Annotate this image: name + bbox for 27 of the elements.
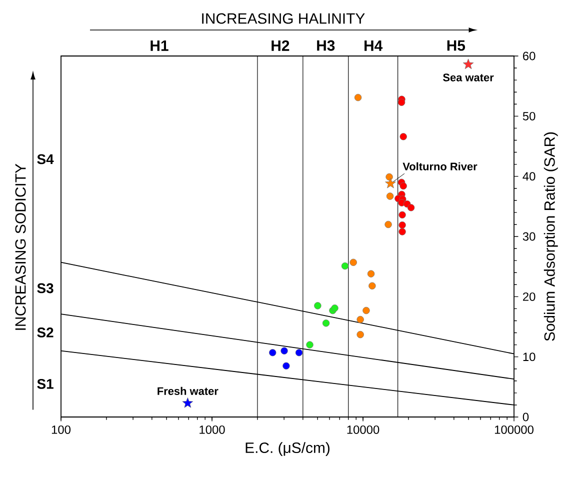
text: S1 <box>37 378 54 389</box>
text: H5 <box>447 40 466 51</box>
y-tick-label: 10 <box>523 352 536 362</box>
text: S3 <box>37 283 54 294</box>
y-axis-title: Sodium Adsorption Ratio (SAR) <box>544 132 558 341</box>
text: H4 <box>364 40 383 51</box>
x-axis-title: E.C. (μS/cm) <box>246 442 330 456</box>
x-tick-label: 10000 <box>347 425 380 434</box>
text: INCREASING SODICITY <box>15 164 26 330</box>
text: S4 <box>37 154 54 164</box>
y-tick-label: 50 <box>522 112 536 120</box>
text: H3 <box>317 40 335 51</box>
y-tick-label: 0 <box>522 412 529 422</box>
annotation: Volturno River <box>402 162 478 170</box>
text: S2 <box>37 328 54 338</box>
annotation: Sea water <box>443 74 494 82</box>
y-tick-label: 40 <box>522 172 536 181</box>
text: H1 <box>150 40 168 51</box>
y-tick-label: 30 <box>522 232 536 241</box>
y-tick-label: 20 <box>523 292 536 301</box>
y-tick-label: 60 <box>523 52 536 60</box>
text: H2 <box>272 40 290 51</box>
x-tick-label: 100000 <box>494 425 534 434</box>
text: INCREASING HALINITY <box>202 13 365 24</box>
x-tick-label: 100 <box>52 425 71 434</box>
x-tick-label: 1000 <box>200 425 225 434</box>
annotation: Fresh water <box>158 386 218 395</box>
